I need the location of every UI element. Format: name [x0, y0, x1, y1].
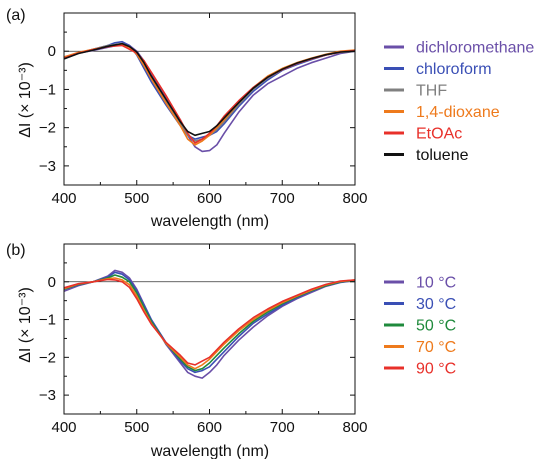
legend-label: 90 °C	[416, 361, 456, 378]
legend-label: chloroform	[416, 61, 492, 78]
series-line	[63, 42, 356, 137]
legend: 10 °C 30 °C 50 °C 70 °C 90 °C	[384, 275, 456, 378]
x-tick-label: 600	[197, 419, 222, 436]
y-tick-label: −2	[39, 349, 56, 366]
x-tick-label: 400	[51, 419, 76, 436]
x-tick-label: 800	[342, 419, 367, 436]
panel-b: (b) ΔI (× 10⁻³) wavelength (nm) 400 500 60…	[6, 242, 456, 460]
y-tick-label: −3	[39, 158, 56, 175]
legend-label: EtOAc	[416, 126, 462, 143]
series-line	[63, 271, 356, 374]
plot-area: 400 500 600 700 800 0 −1 −2 −3	[39, 12, 368, 207]
y-axis-title: ΔI (× 10⁻³)	[17, 287, 34, 363]
series-line	[63, 40, 356, 140]
y-axis-title: ΔI (× 10⁻³)	[17, 62, 34, 138]
x-tick-label: 400	[51, 190, 76, 207]
legend-label: 10 °C	[416, 275, 456, 292]
x-tick-label: 700	[270, 419, 295, 436]
legend-label: THF	[416, 83, 447, 100]
y-tick-label: −1	[39, 81, 56, 98]
legend-label: 70 °C	[416, 339, 456, 356]
y-tick-label: −1	[39, 312, 56, 329]
panel-label: (a)	[6, 7, 26, 24]
legend: dichloromethane chloroform THF 1,4-dioxane E…	[384, 40, 534, 164]
x-tick-label: 600	[197, 190, 222, 207]
legend-label: 30 °C	[416, 296, 456, 313]
x-tick-label: 500	[124, 190, 149, 207]
plot-frame	[63, 12, 356, 186]
panel-a: (a) ΔI (× 10⁻³) wavelength (nm) 400 500 60…	[6, 7, 534, 230]
x-tick-label: 500	[124, 419, 149, 436]
y-tick-label: −3	[39, 387, 56, 404]
y-tick-label: 0	[48, 43, 56, 60]
series-line	[63, 277, 356, 370]
legend-label: 1,4-dioxane	[416, 104, 500, 121]
series-line	[63, 269, 356, 379]
series-line	[63, 274, 356, 372]
plot-frame	[63, 243, 356, 415]
panel-label: (b)	[6, 242, 26, 259]
x-tick-label: 800	[342, 190, 367, 207]
plot-area: 400 500 600 700 800 0 −1 −2 −3	[39, 243, 368, 436]
x-tick-label: 700	[270, 190, 295, 207]
legend-label: dichloromethane	[416, 40, 534, 57]
y-tick-label: 0	[48, 274, 56, 291]
y-tick-label: −2	[39, 120, 56, 137]
x-axis-title: wavelength (nm)	[150, 443, 269, 459]
legend-label: toluene	[416, 147, 469, 164]
series-line	[63, 278, 356, 366]
x-axis-title: wavelength (nm)	[150, 213, 269, 230]
legend-label: 50 °C	[416, 318, 456, 335]
